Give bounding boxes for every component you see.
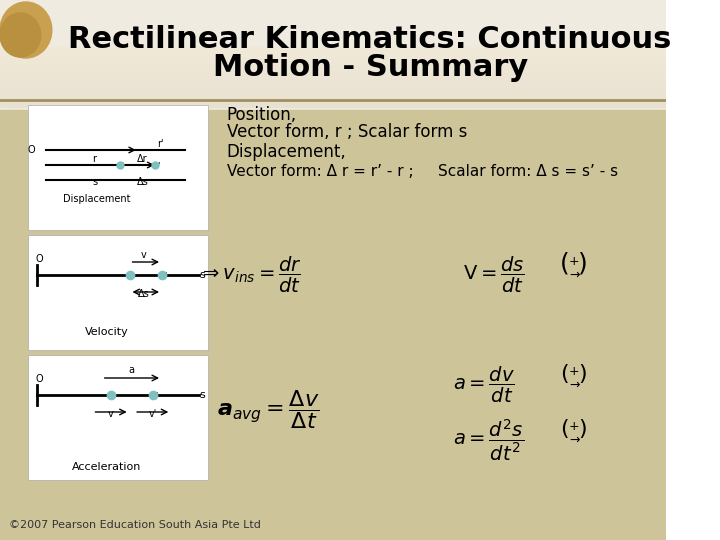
Text: P: P xyxy=(109,392,114,401)
Bar xyxy=(0,74,666,77)
Bar xyxy=(28,105,208,230)
Text: $\rightarrow$: $\rightarrow$ xyxy=(567,433,581,446)
Text: ): ) xyxy=(579,419,588,439)
Text: (: ( xyxy=(560,419,569,439)
Text: $a = \dfrac{dv}{dt}$: $a = \dfrac{dv}{dt}$ xyxy=(454,365,516,405)
Text: Δs: Δs xyxy=(138,289,149,299)
Text: v: v xyxy=(108,409,114,419)
Bar xyxy=(0,59,666,62)
Text: $\rightarrow$: $\rightarrow$ xyxy=(567,378,581,391)
Text: s: s xyxy=(93,177,98,187)
Text: ): ) xyxy=(579,364,588,384)
Text: v: v xyxy=(140,250,146,260)
Text: $\rightarrow$: $\rightarrow$ xyxy=(567,268,581,281)
Text: a: a xyxy=(128,365,135,375)
Text: s: s xyxy=(199,390,204,400)
Text: ©2007 Pearson Education South Asia Pte Ltd: ©2007 Pearson Education South Asia Pte L… xyxy=(9,520,261,530)
Bar xyxy=(0,86,666,89)
Bar xyxy=(0,95,666,98)
Bar xyxy=(0,65,666,68)
Text: +: + xyxy=(569,255,579,268)
Bar xyxy=(0,83,666,86)
Bar xyxy=(0,98,666,101)
Text: O: O xyxy=(28,145,35,155)
Text: P': P' xyxy=(151,392,158,401)
Text: v': v' xyxy=(148,409,157,419)
Bar xyxy=(0,56,666,59)
Text: Displacement,: Displacement, xyxy=(227,143,346,161)
Text: P: P xyxy=(119,162,124,171)
Bar xyxy=(0,101,666,104)
Bar xyxy=(0,50,666,53)
Text: r': r' xyxy=(158,139,164,149)
Text: Displacement: Displacement xyxy=(63,194,131,204)
Bar xyxy=(28,355,208,480)
Text: $a = \dfrac{d^2s}{dt^2}$: $a = \dfrac{d^2s}{dt^2}$ xyxy=(454,417,525,463)
Bar xyxy=(0,68,666,71)
Text: P': P' xyxy=(160,272,168,281)
Text: P': P' xyxy=(153,162,161,171)
Bar xyxy=(0,104,666,107)
Text: Acceleration: Acceleration xyxy=(72,462,141,472)
Bar xyxy=(0,71,666,74)
Text: Position,: Position, xyxy=(227,106,297,124)
Text: Vector form: Δ r = r’ - r ;     Scalar form: Δ s = s’ - s: Vector form: Δ r = r’ - r ; Scalar form:… xyxy=(227,165,618,179)
Bar xyxy=(0,77,666,80)
Text: Δr: Δr xyxy=(137,154,148,164)
Text: Δs: Δs xyxy=(137,177,149,187)
Text: (: ( xyxy=(559,251,570,275)
Text: s: s xyxy=(199,270,204,280)
Bar xyxy=(0,62,666,65)
Text: O: O xyxy=(35,374,42,384)
Circle shape xyxy=(0,2,52,58)
Bar xyxy=(0,89,666,92)
Text: +: + xyxy=(569,420,579,433)
Bar xyxy=(0,92,666,95)
Text: +: + xyxy=(569,365,579,378)
Text: $\boldsymbol{a}_{avg} = \dfrac{\Delta v}{\Delta t}$: $\boldsymbol{a}_{avg} = \dfrac{\Delta v}… xyxy=(217,388,320,431)
Text: $\mathrm{V} = \dfrac{ds}{dt}$: $\mathrm{V} = \dfrac{ds}{dt}$ xyxy=(463,255,525,295)
Text: O: O xyxy=(35,254,42,264)
Text: Vector form, r ; Scalar form s: Vector form, r ; Scalar form s xyxy=(227,123,467,141)
Text: P: P xyxy=(127,272,132,281)
Text: Motion - Summary: Motion - Summary xyxy=(212,53,528,83)
Text: Velocity: Velocity xyxy=(84,327,128,337)
Circle shape xyxy=(0,13,41,57)
Text: (: ( xyxy=(560,364,569,384)
Text: ): ) xyxy=(578,251,588,275)
Text: $\Rightarrow v_{ins} = \dfrac{dr}{dt}$: $\Rightarrow v_{ins} = \dfrac{dr}{dt}$ xyxy=(199,255,302,295)
Bar xyxy=(0,110,666,540)
Text: Rectilinear Kinematics: Continuous: Rectilinear Kinematics: Continuous xyxy=(68,25,672,55)
Bar xyxy=(0,53,666,56)
Bar xyxy=(28,235,208,350)
Bar xyxy=(0,47,666,50)
Text: r: r xyxy=(93,154,96,164)
Bar xyxy=(0,80,666,83)
Bar xyxy=(0,0,666,110)
